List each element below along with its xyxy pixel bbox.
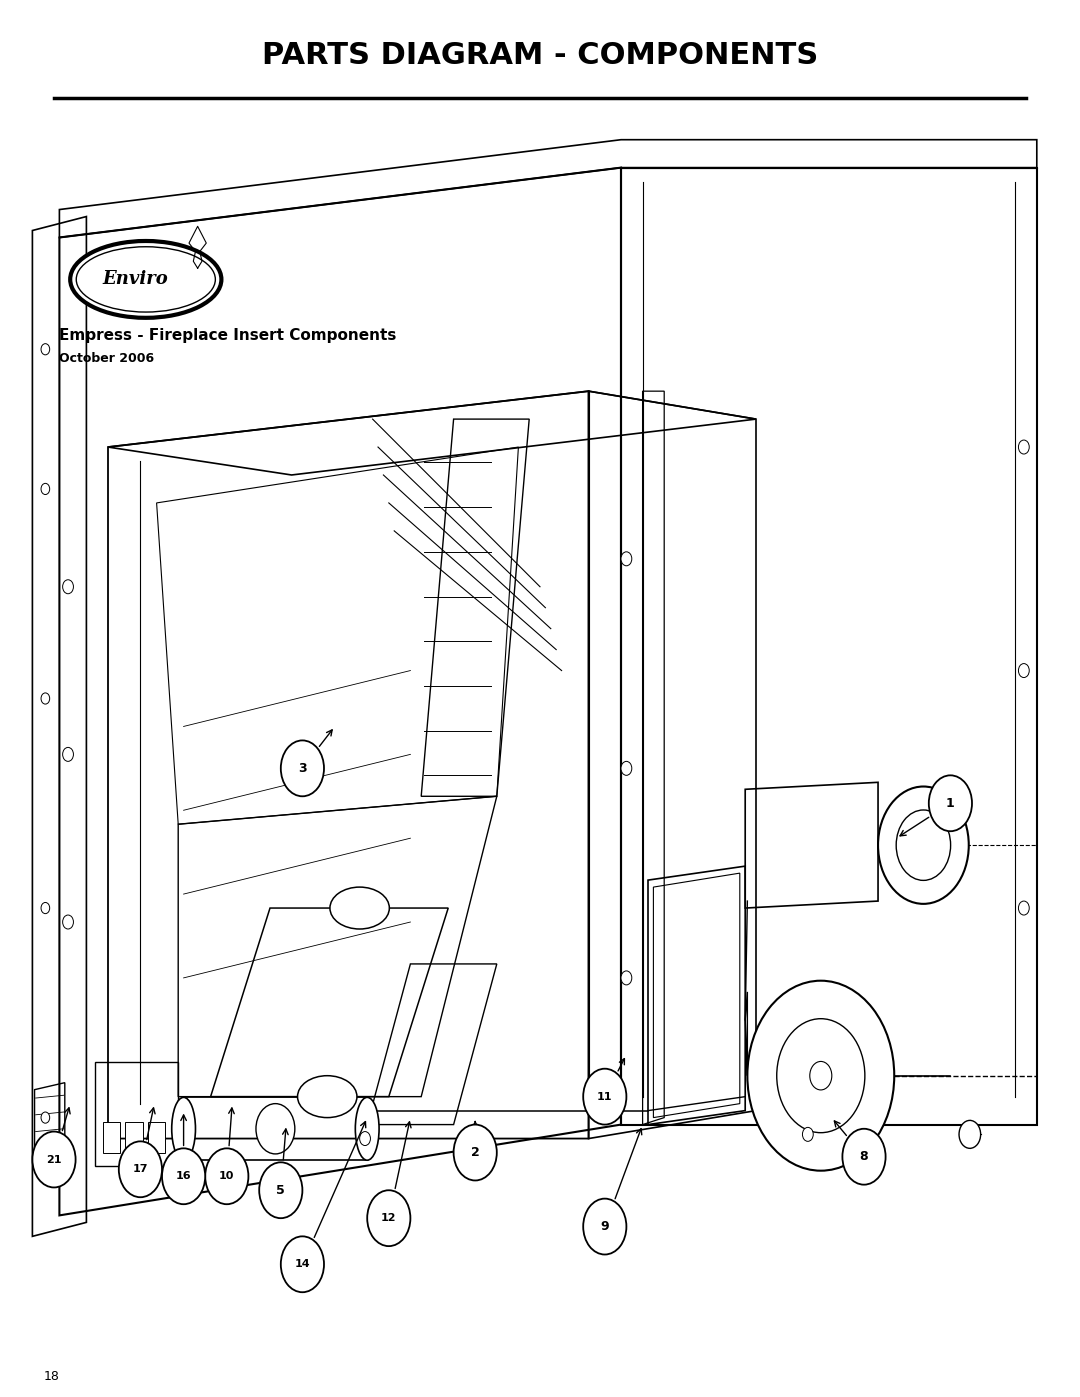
Circle shape (41, 1112, 50, 1123)
Circle shape (367, 1190, 410, 1246)
Text: 11: 11 (597, 1091, 612, 1102)
Text: 9: 9 (600, 1220, 609, 1234)
Circle shape (360, 1132, 370, 1146)
Text: 5: 5 (276, 1183, 285, 1197)
Text: 3: 3 (298, 761, 307, 775)
Text: 18: 18 (43, 1370, 59, 1383)
Text: 14: 14 (295, 1259, 310, 1270)
Ellipse shape (77, 247, 215, 312)
Circle shape (1018, 664, 1029, 678)
Circle shape (162, 1148, 205, 1204)
Circle shape (583, 1199, 626, 1255)
Circle shape (621, 971, 632, 985)
Circle shape (281, 740, 324, 796)
Text: 17: 17 (133, 1164, 148, 1175)
Ellipse shape (330, 887, 390, 929)
Circle shape (747, 981, 894, 1171)
Ellipse shape (298, 1076, 357, 1118)
Circle shape (842, 1129, 886, 1185)
Circle shape (41, 902, 50, 914)
Text: 1: 1 (946, 796, 955, 810)
Circle shape (454, 1125, 497, 1180)
Text: PARTS DIAGRAM - COMPONENTS: PARTS DIAGRAM - COMPONENTS (261, 41, 819, 70)
Circle shape (896, 810, 950, 880)
Circle shape (41, 344, 50, 355)
Text: Enviro: Enviro (103, 271, 167, 288)
Text: 21: 21 (46, 1154, 62, 1165)
Circle shape (878, 787, 969, 904)
Circle shape (802, 1127, 813, 1141)
Ellipse shape (70, 240, 221, 317)
Circle shape (41, 693, 50, 704)
FancyBboxPatch shape (103, 1122, 120, 1153)
Circle shape (1018, 440, 1029, 454)
Circle shape (63, 580, 73, 594)
Circle shape (119, 1141, 162, 1197)
Circle shape (256, 1104, 295, 1154)
Circle shape (259, 1162, 302, 1218)
Circle shape (959, 1120, 981, 1148)
Circle shape (583, 1069, 626, 1125)
Circle shape (205, 1148, 248, 1204)
Text: 16: 16 (176, 1171, 191, 1182)
FancyBboxPatch shape (148, 1122, 165, 1153)
Circle shape (63, 747, 73, 761)
Text: 10: 10 (219, 1171, 234, 1182)
Ellipse shape (172, 1098, 195, 1160)
Circle shape (41, 483, 50, 495)
Text: 2: 2 (471, 1146, 480, 1160)
Text: Empress - Fireplace Insert Components: Empress - Fireplace Insert Components (59, 328, 396, 344)
Text: 8: 8 (860, 1150, 868, 1164)
Circle shape (810, 1062, 832, 1090)
Text: 12: 12 (381, 1213, 396, 1224)
FancyBboxPatch shape (125, 1122, 143, 1153)
Text: October 2006: October 2006 (59, 352, 154, 365)
Ellipse shape (355, 1098, 379, 1160)
Circle shape (63, 915, 73, 929)
Circle shape (929, 775, 972, 831)
Circle shape (1018, 901, 1029, 915)
Circle shape (777, 1018, 865, 1133)
Circle shape (32, 1132, 76, 1187)
Circle shape (621, 552, 632, 566)
Circle shape (281, 1236, 324, 1292)
Circle shape (621, 761, 632, 775)
